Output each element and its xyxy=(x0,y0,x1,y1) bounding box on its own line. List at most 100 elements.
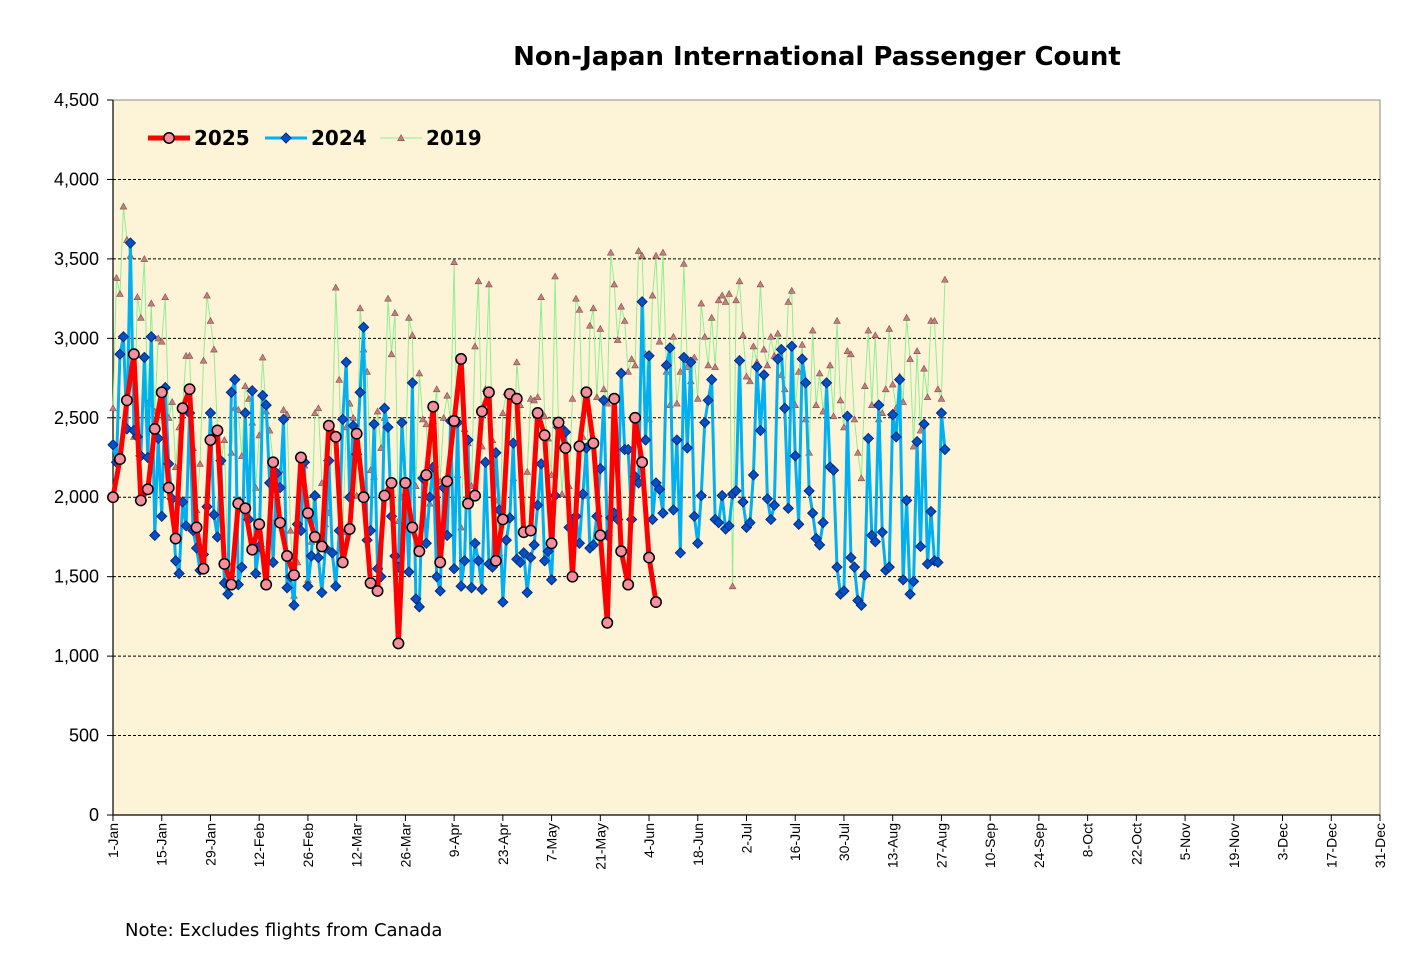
data-point-2025 xyxy=(372,586,382,596)
data-point-2025 xyxy=(212,425,222,435)
y-tick-label: 3,000 xyxy=(54,328,99,348)
y-tick-label: 3,500 xyxy=(54,249,99,269)
data-point-2025 xyxy=(108,492,118,502)
x-tick-label: 18-Jun xyxy=(690,823,706,866)
x-tick-label: 24-Sep xyxy=(1031,823,1047,868)
data-point-2025 xyxy=(414,546,424,556)
data-point-2025 xyxy=(247,544,257,554)
data-point-2025 xyxy=(296,452,306,462)
x-tick-label: 29-Jan xyxy=(202,823,218,866)
data-point-2025 xyxy=(338,557,348,567)
x-tick-label: 15-Jan xyxy=(154,823,170,866)
y-tick-label: 500 xyxy=(69,726,99,746)
data-point-2025 xyxy=(351,428,361,438)
x-tick-label: 17-Dec xyxy=(1323,823,1339,868)
data-point-2025 xyxy=(386,478,396,488)
legend: 2025 2024 2019 xyxy=(148,126,482,150)
data-point-2025 xyxy=(115,454,125,464)
data-point-2025 xyxy=(261,579,271,589)
data-point-2025 xyxy=(157,387,167,397)
chart-title: Non-Japan International Passenger Count xyxy=(513,42,1121,72)
y-tick-label: 0 xyxy=(89,805,99,825)
data-point-2025 xyxy=(170,533,180,543)
x-tick-label: 5-Nov xyxy=(1177,823,1193,860)
data-point-2025 xyxy=(581,387,591,397)
x-tick-label: 26-Mar xyxy=(397,823,413,868)
data-point-2025 xyxy=(358,492,368,502)
x-tick-label: 23-Apr xyxy=(495,823,511,865)
y-tick-label: 1,000 xyxy=(54,646,99,666)
data-point-2025 xyxy=(282,551,292,561)
data-point-2025 xyxy=(150,424,160,434)
data-point-2025 xyxy=(407,522,417,532)
data-point-2025 xyxy=(637,457,647,467)
data-point-2025 xyxy=(310,532,320,542)
data-point-2025 xyxy=(303,508,313,518)
data-point-2025 xyxy=(400,478,410,488)
x-tick-label: 12-Feb xyxy=(251,823,267,868)
data-point-2025 xyxy=(129,349,139,359)
data-point-2025 xyxy=(449,416,459,426)
data-point-2025 xyxy=(393,638,403,648)
x-tick-label: 4-Jun xyxy=(641,823,657,858)
x-tick-label: 10-Sep xyxy=(982,823,998,868)
data-point-2025 xyxy=(553,417,563,427)
data-point-2025 xyxy=(226,579,236,589)
x-tick-label: 13-Aug xyxy=(885,823,901,868)
x-tick-label: 21-May xyxy=(592,823,608,870)
data-point-2025 xyxy=(442,476,452,486)
data-point-2025 xyxy=(588,438,598,448)
legend-swatch-marker-2025 xyxy=(164,133,174,143)
y-tick-label: 1,500 xyxy=(54,567,99,587)
x-tick-label: 12-Mar xyxy=(349,823,365,868)
data-point-2025 xyxy=(484,387,494,397)
x-tick-label: 3-Dec xyxy=(1275,823,1291,860)
data-point-2025 xyxy=(219,559,229,569)
data-point-2025 xyxy=(651,597,661,607)
data-point-2025 xyxy=(644,552,654,562)
data-point-2025 xyxy=(331,432,341,442)
data-point-2025 xyxy=(616,546,626,556)
data-point-2025 xyxy=(602,618,612,628)
data-point-2025 xyxy=(546,538,556,548)
legend-label-2019: 2019 xyxy=(426,126,482,150)
x-tick-label: 7-May xyxy=(544,823,560,862)
data-point-2025 xyxy=(324,421,334,431)
data-point-2025 xyxy=(512,394,522,404)
data-point-2025 xyxy=(205,435,215,445)
x-tick-label: 19-Nov xyxy=(1226,823,1242,868)
chart-note: Note: Excludes flights from Canada xyxy=(125,920,442,941)
data-point-2025 xyxy=(623,579,633,589)
data-point-2025 xyxy=(630,413,640,423)
data-point-2025 xyxy=(191,522,201,532)
x-tick-label: 16-Jul xyxy=(787,823,803,861)
data-point-2025 xyxy=(567,571,577,581)
y-tick-label: 2,500 xyxy=(54,408,99,428)
data-point-2025 xyxy=(428,401,438,411)
data-point-2025 xyxy=(177,403,187,413)
x-tick-label: 22-Oct xyxy=(1128,823,1144,865)
data-point-2025 xyxy=(574,441,584,451)
data-point-2025 xyxy=(122,395,132,405)
data-point-2025 xyxy=(498,514,508,524)
data-point-2025 xyxy=(491,556,501,566)
data-point-2025 xyxy=(136,495,146,505)
passenger-count-chart: Non-Japan International Passenger Count … xyxy=(0,0,1408,958)
data-point-2025 xyxy=(609,394,619,404)
y-tick-label: 2,000 xyxy=(54,487,99,507)
data-point-2025 xyxy=(184,384,194,394)
data-point-2025 xyxy=(317,541,327,551)
y-tick-label: 4,000 xyxy=(54,169,99,189)
x-tick-label: 1-Jan xyxy=(105,823,121,858)
x-tick-label: 26-Feb xyxy=(300,823,316,868)
data-point-2025 xyxy=(275,517,285,527)
legend-label-2025: 2025 xyxy=(194,126,250,150)
data-point-2025 xyxy=(421,470,431,480)
data-point-2025 xyxy=(163,482,173,492)
data-point-2025 xyxy=(532,408,542,418)
data-point-2025 xyxy=(456,354,466,364)
data-point-2025 xyxy=(240,503,250,513)
data-point-2025 xyxy=(268,457,278,467)
data-point-2025 xyxy=(560,443,570,453)
x-tick-label: 9-Apr xyxy=(446,823,462,858)
